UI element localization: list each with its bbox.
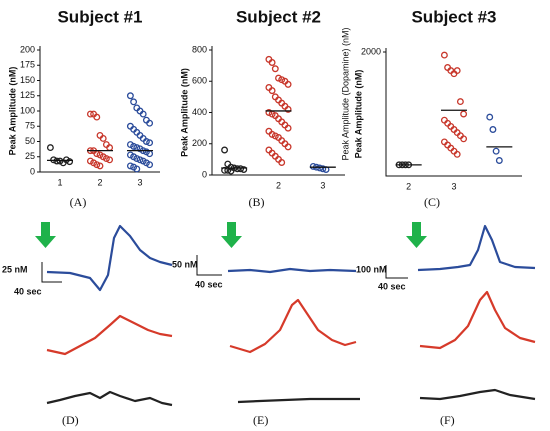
panel-label: (A) — [70, 195, 87, 209]
chart-title: Subject #3 — [411, 7, 496, 26]
x-tick-label: 3 — [451, 181, 456, 191]
data-point — [86, 110, 94, 118]
scale-y-label: 50 nM — [172, 259, 198, 269]
data-point — [495, 157, 503, 164]
panel-label: (D) — [62, 413, 79, 427]
data-point — [221, 146, 229, 154]
data-point — [136, 156, 144, 164]
panel-label: (B) — [249, 195, 265, 209]
y-tick-label: 0 — [202, 169, 207, 179]
data-point — [240, 166, 248, 173]
trace-labels: 25 nM 40 sec (D) 50 nM 40 sec (E) 100 nM… — [2, 259, 455, 426]
traces — [46, 224, 536, 407]
scale-y-label: 100 nM — [356, 264, 387, 274]
y-tick-label: 200 — [192, 138, 207, 148]
scale-x-label: 40 sec — [378, 281, 406, 291]
y-tick-label: 200 — [20, 44, 35, 54]
data-point — [486, 113, 494, 121]
y-tick-label: 150 — [20, 75, 35, 85]
data-point — [460, 110, 468, 118]
data-point — [146, 119, 154, 127]
data-point — [492, 147, 500, 155]
scale-x-label: 40 sec — [195, 279, 223, 289]
y-tick-label: 50 — [25, 136, 35, 146]
data-point — [268, 59, 276, 66]
data-point — [309, 162, 317, 170]
x-tick-label: 2 — [97, 177, 102, 187]
data-point — [93, 161, 101, 169]
data-point — [453, 150, 461, 158]
y-axis-label: Peak Amplitude (nM) — [353, 70, 363, 159]
data-point — [130, 142, 138, 150]
data-point — [284, 80, 292, 88]
y-tick-label: 0 — [30, 166, 35, 176]
data-point — [106, 156, 114, 164]
data-point — [456, 98, 464, 106]
y-tick-label: 25 — [25, 151, 35, 161]
y-axis-label: Peak Amplitude (nM) — [7, 67, 17, 156]
scale-y-label: 25 nM — [2, 264, 28, 274]
scale-x-label: 40 sec — [14, 286, 42, 296]
data-point — [489, 126, 497, 133]
data-point — [146, 161, 154, 169]
data-point — [319, 165, 327, 173]
data-point — [133, 165, 141, 173]
x-tick-label: 3 — [320, 180, 325, 190]
data-point — [102, 155, 110, 163]
data-point — [316, 164, 324, 172]
chart-title: Subject #1 — [57, 7, 142, 26]
panel-label: (E) — [253, 413, 268, 427]
y-tick-label: 125 — [20, 90, 35, 100]
chart-title: Subject #2 — [236, 7, 321, 26]
data-point — [126, 92, 134, 100]
data-point — [93, 113, 101, 121]
data-point — [460, 135, 468, 143]
panel-label: (C) — [424, 195, 440, 209]
data-point — [96, 162, 104, 170]
axis — [385, 48, 522, 177]
x-tick-label: 2 — [276, 180, 281, 190]
data-point — [233, 165, 241, 173]
y-tick-label: 75 — [25, 121, 35, 131]
data-point — [271, 65, 279, 73]
y-axis-label-small: Peak Amplitude (Dopamine) (nM) — [340, 27, 350, 160]
data-point — [278, 159, 286, 166]
data-point — [237, 165, 245, 173]
data-point — [46, 144, 54, 152]
data-point — [142, 138, 150, 145]
y-tick-label: 2000 — [361, 46, 381, 56]
x-tick-label: 3 — [137, 177, 142, 187]
data-point — [66, 158, 74, 166]
x-tick-label: 2 — [406, 181, 411, 191]
y-axis-label: Peak Amplitude (nM) — [179, 68, 189, 157]
data-point — [268, 87, 276, 95]
data-point — [130, 98, 138, 106]
data-point — [133, 155, 141, 163]
panel-label: (F) — [440, 413, 455, 427]
data-point — [284, 105, 292, 113]
data-point — [453, 67, 461, 75]
data-point — [284, 124, 292, 132]
y-tick-label: 100 — [20, 105, 35, 115]
data-point — [146, 139, 154, 147]
data-point — [126, 162, 134, 170]
data-point — [284, 143, 292, 151]
y-tick-label: 400 — [192, 107, 207, 117]
y-tick-label: 800 — [192, 44, 207, 54]
scale-bars — [41, 255, 408, 283]
arrows — [35, 222, 427, 248]
data-point — [139, 110, 147, 118]
data-point — [99, 134, 107, 142]
x-tick-label: 1 — [57, 177, 62, 187]
y-tick-label: 175 — [20, 60, 35, 70]
y-tick-label: 600 — [192, 76, 207, 86]
data-point — [440, 51, 448, 59]
